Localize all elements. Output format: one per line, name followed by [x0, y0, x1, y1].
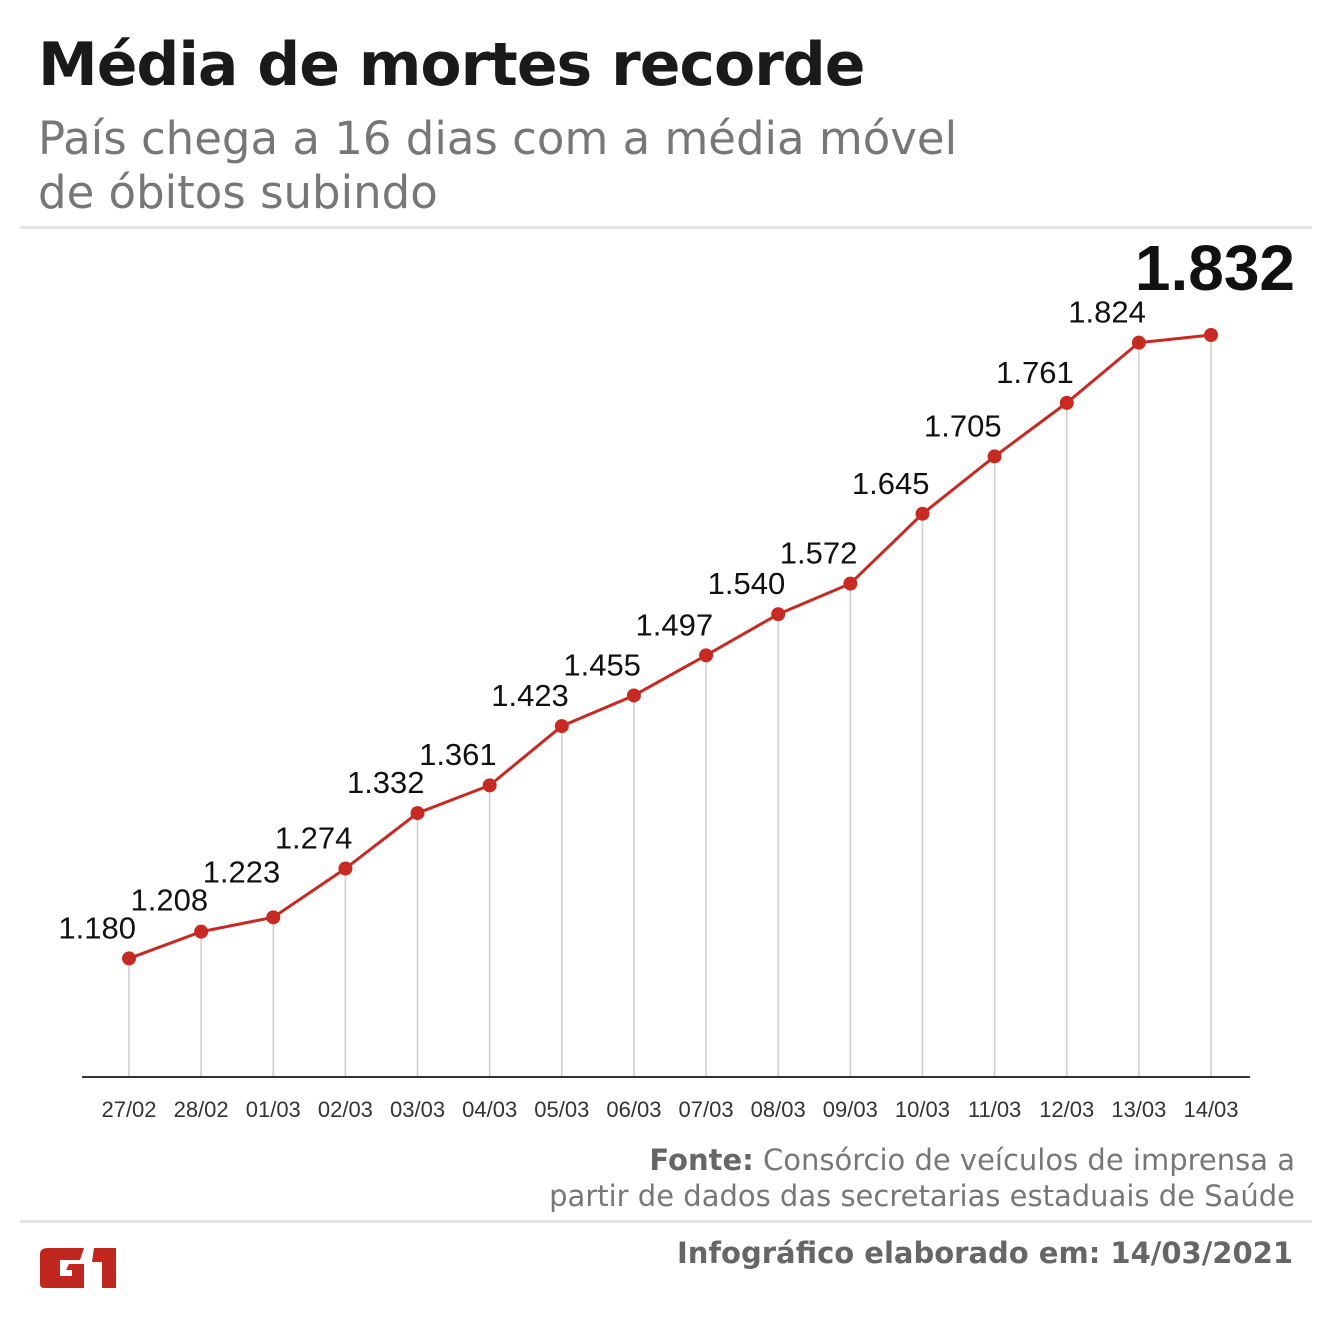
data-point	[987, 449, 1002, 464]
data-label: 1.572	[780, 536, 858, 571]
data-point	[1204, 328, 1218, 342]
top-divider	[20, 226, 1312, 229]
data-label: 1.824	[1068, 295, 1146, 330]
data-label: 1.180	[58, 910, 136, 945]
data-label: 1.223	[203, 854, 281, 889]
footer-date: Infográfico elaborado em: 14/03/2021	[676, 1236, 1293, 1270]
x-tick-label: 02/03	[318, 1097, 373, 1122]
data-point	[194, 924, 209, 939]
data-point	[699, 648, 714, 663]
x-tick-label: 05/03	[534, 1097, 589, 1122]
x-tick-label: 06/03	[606, 1097, 661, 1122]
x-tick-label: 10/03	[895, 1097, 950, 1122]
source-line-2: partir de dados das secretarias estaduai…	[549, 1179, 1295, 1213]
data-point	[338, 861, 353, 876]
data-label: 1.361	[419, 737, 497, 772]
source-note: Fonte: Consórcio de veículos de imprensa…	[549, 1142, 1295, 1214]
data-point	[915, 506, 930, 521]
x-tick-label: 01/03	[246, 1097, 301, 1122]
data-point	[1059, 395, 1074, 410]
data-point	[626, 688, 641, 703]
data-point	[554, 719, 569, 734]
g1-logo	[40, 1246, 120, 1294]
data-label: 1.332	[347, 765, 425, 800]
chart-subtitle: País chega a 16 dias com a média móvel d…	[38, 112, 1038, 220]
data-point	[410, 806, 425, 821]
x-tick-label: 04/03	[462, 1097, 517, 1122]
x-tick-label: 09/03	[823, 1097, 878, 1122]
x-tick-label: 14/03	[1183, 1097, 1238, 1122]
data-label: 1.645	[852, 466, 930, 501]
subtitle-line-2: de óbitos subindo	[38, 166, 438, 219]
data-label: 1.705	[924, 408, 1002, 443]
data-label: 1.497	[635, 607, 713, 642]
data-label: 1.540	[708, 566, 786, 601]
x-tick-label: 12/03	[1039, 1097, 1094, 1122]
data-label: 1.455	[563, 647, 641, 682]
x-tick-label: 11/03	[968, 1097, 1021, 1122]
data-label: 1.274	[275, 821, 353, 856]
data-point	[122, 951, 136, 966]
data-label: 1.423	[491, 678, 569, 713]
data-point	[482, 778, 497, 793]
data-point	[1131, 335, 1146, 350]
data-label: 1.761	[996, 355, 1074, 390]
x-tick-label: 03/03	[390, 1097, 445, 1122]
x-tick-label: 08/03	[751, 1097, 806, 1122]
x-tick-label: 13/03	[1111, 1097, 1166, 1122]
x-tick-label: 27/02	[101, 1097, 156, 1122]
data-point	[266, 910, 281, 925]
source-label: Fonte:	[649, 1143, 754, 1177]
data-label: 1.208	[131, 882, 209, 917]
data-point	[771, 607, 786, 622]
chart-title: Média de mortes recorde	[38, 30, 865, 100]
subtitle-line-1: País chega a 16 dias com a média móvel	[38, 112, 958, 165]
series-line	[128, 333, 1212, 960]
bottom-divider	[20, 1220, 1312, 1223]
data-point	[843, 576, 858, 591]
x-tick-label: 28/02	[174, 1097, 229, 1122]
source-line-1: Consórcio de veículos de imprensa a	[762, 1143, 1295, 1177]
x-tick-label: 07/03	[679, 1097, 734, 1122]
highlight-value-label: 1.832	[1135, 232, 1295, 304]
